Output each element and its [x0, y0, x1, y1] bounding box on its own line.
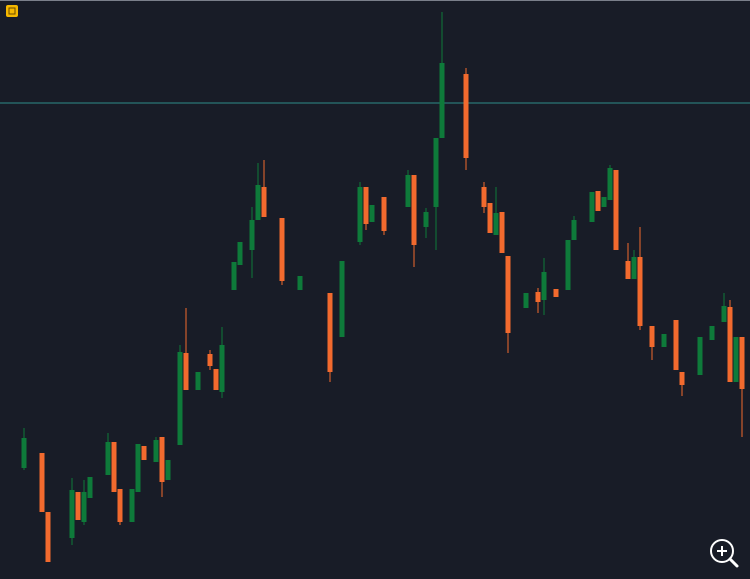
- candle-body: [613, 170, 619, 250]
- alert-icon[interactable]: [6, 5, 18, 17]
- zoom-ring: [710, 539, 734, 563]
- candle-body: [45, 512, 51, 562]
- candle-body: [571, 220, 577, 240]
- candle-body: [21, 438, 27, 468]
- candle-body: [679, 372, 685, 385]
- candle-body: [111, 442, 117, 492]
- candle-body: [135, 444, 141, 492]
- candle-body: [523, 293, 529, 308]
- candle-body: [129, 489, 135, 522]
- candle-body: [279, 218, 285, 281]
- candle-body: [637, 257, 643, 326]
- candle-body: [165, 460, 171, 480]
- candle-body: [153, 440, 159, 462]
- candle-body: [697, 337, 703, 375]
- candle-body: [439, 63, 445, 138]
- candle-body: [81, 492, 87, 522]
- candle-body: [159, 437, 165, 482]
- candle-body: [249, 220, 255, 250]
- candle-body: [499, 212, 505, 253]
- candle-body: [589, 192, 595, 222]
- candle-body: [423, 212, 429, 227]
- candle-body: [369, 205, 375, 222]
- candle-body: [207, 354, 213, 366]
- candle-body: [411, 175, 417, 245]
- candle-body: [535, 292, 541, 302]
- candle-body: [673, 320, 679, 370]
- candle-body: [601, 197, 607, 207]
- candle-body: [625, 261, 631, 279]
- candle-body: [255, 185, 261, 220]
- candle-body: [219, 345, 225, 392]
- candle-body: [405, 175, 411, 207]
- candle-body: [541, 272, 547, 300]
- candle-body: [709, 326, 715, 340]
- candle-body: [297, 276, 303, 290]
- candle-body: [505, 256, 511, 333]
- candle-body: [105, 442, 111, 475]
- candle-body: [487, 203, 493, 233]
- candle-body: [661, 334, 667, 347]
- candle-body: [607, 168, 613, 200]
- candle-body: [183, 353, 189, 390]
- candle-body: [69, 490, 75, 538]
- candle-body: [195, 372, 201, 390]
- candle-body: [493, 213, 499, 235]
- candle-body: [381, 197, 387, 231]
- candle-body: [327, 293, 333, 372]
- candle-body: [433, 138, 439, 207]
- alert-icon-bg: [6, 5, 18, 17]
- candle-body: [357, 187, 363, 242]
- candle-body: [339, 261, 345, 337]
- candle-body: [565, 240, 571, 290]
- candle-body: [177, 352, 183, 445]
- candle-body: [39, 453, 45, 512]
- candle-body: [463, 74, 469, 158]
- candle-body: [141, 446, 147, 460]
- candle-body: [631, 257, 637, 279]
- candle-body: [733, 337, 739, 382]
- candle-body: [721, 306, 727, 322]
- candle-body: [727, 307, 733, 382]
- candle-body: [649, 326, 655, 347]
- candle-body: [87, 477, 93, 498]
- candle-body: [261, 187, 267, 217]
- candle-body: [553, 289, 559, 297]
- zoom-button[interactable]: [710, 539, 739, 568]
- candle-body: [75, 492, 81, 520]
- candle-body: [117, 489, 123, 522]
- plot-area: [0, 12, 750, 562]
- alert-icon-glyph: [8, 7, 16, 15]
- candle-body: [481, 187, 487, 207]
- zoom-handle: [728, 557, 739, 568]
- candle-body: [595, 191, 601, 211]
- candle-body: [237, 242, 243, 265]
- candle-body: [739, 337, 745, 389]
- candle-body: [363, 187, 369, 224]
- candle-body: [213, 369, 219, 390]
- candle-body: [231, 262, 237, 290]
